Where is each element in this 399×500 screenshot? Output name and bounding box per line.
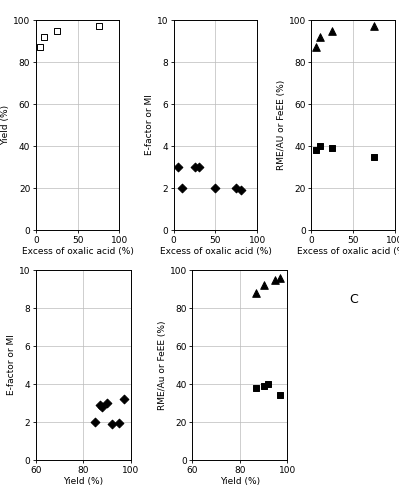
Point: [53, 26, 60, 34]
Point: [265, 380, 271, 388]
Point: [104, 399, 110, 407]
Point: [179, 184, 185, 192]
X-axis label: Excess of oxalic acid (%): Excess of oxalic acid (%): [160, 248, 271, 256]
Point: [192, 163, 198, 171]
Point: [312, 44, 319, 52]
Point: [237, 186, 244, 194]
X-axis label: Yield (%): Yield (%): [63, 478, 103, 486]
Point: [272, 276, 279, 283]
Point: [109, 420, 115, 428]
Y-axis label: RME/AU or FeEE (%): RME/AU or FeEE (%): [277, 80, 286, 170]
Y-axis label: RME/Au or FeEE (%): RME/Au or FeEE (%): [158, 320, 167, 410]
Point: [371, 22, 377, 30]
Point: [312, 146, 319, 154]
Point: [253, 384, 260, 392]
Point: [277, 274, 283, 281]
Point: [175, 163, 181, 171]
Y-axis label: E-factor or MI: E-factor or MI: [7, 334, 16, 396]
Point: [37, 44, 43, 52]
Y-axis label: Yield (%): Yield (%): [1, 105, 10, 145]
Point: [41, 33, 47, 41]
Point: [317, 33, 323, 41]
Point: [329, 26, 336, 34]
Text: B: B: [211, 293, 220, 306]
X-axis label: Excess of oxalic acid (%): Excess of oxalic acid (%): [297, 248, 399, 256]
Text: C: C: [349, 293, 358, 306]
Point: [371, 152, 377, 160]
Point: [261, 281, 267, 289]
X-axis label: Yield (%): Yield (%): [220, 478, 260, 486]
Point: [233, 184, 239, 192]
Point: [212, 184, 219, 192]
Y-axis label: E-factor or MI: E-factor or MI: [145, 94, 154, 156]
Point: [196, 163, 202, 171]
Point: [120, 395, 127, 403]
Point: [99, 403, 105, 411]
Point: [277, 392, 283, 400]
Point: [92, 418, 99, 426]
Point: [95, 22, 102, 30]
Point: [261, 382, 267, 390]
Text: A: A: [73, 293, 82, 306]
Point: [97, 401, 103, 409]
Point: [116, 419, 122, 427]
Point: [253, 289, 260, 297]
Point: [317, 142, 323, 150]
Point: [329, 144, 336, 152]
X-axis label: Excess of oxalic acid (%): Excess of oxalic acid (%): [22, 248, 134, 256]
